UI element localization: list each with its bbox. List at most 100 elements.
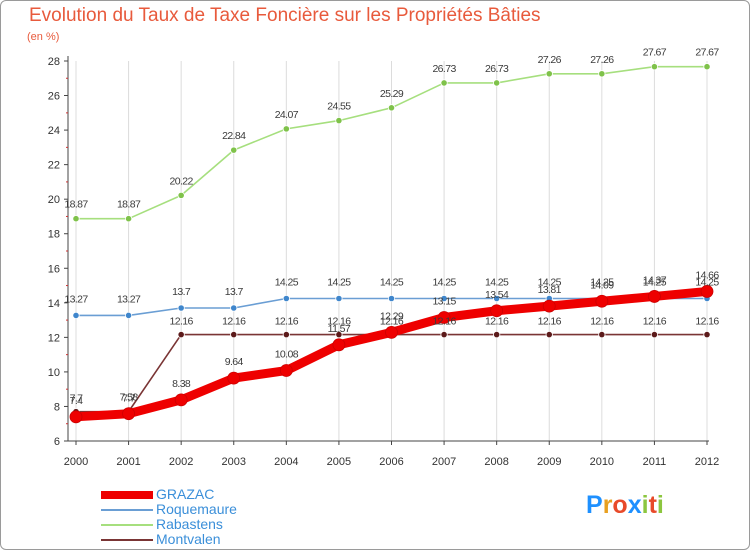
legend-swatch-montvalen [101, 539, 153, 541]
logo-letter: r [602, 491, 613, 519]
data-label-montvalen: 12.16 [485, 316, 509, 328]
y-unit-label: (en %) [27, 31, 60, 43]
x-tick-label: 2001 [116, 456, 140, 468]
data-label-roquemaure: 13.27 [64, 293, 88, 305]
data-point-roquemaure [177, 304, 185, 312]
y-tick-label: 14 [48, 298, 60, 310]
data-label-rabastens: 18.87 [117, 199, 141, 211]
data-label-roquemaure: 14.25 [380, 277, 404, 289]
data-label-grazac: 9.64 [225, 356, 244, 368]
data-point-rabastens [493, 79, 501, 87]
data-label-roquemaure: 14.25 [695, 277, 719, 289]
data-label-grazac: 10.08 [275, 349, 299, 361]
data-label-montvalen: 7.7 [70, 393, 84, 405]
data-point-rabastens [703, 63, 711, 71]
data-point-roquemaure [124, 311, 133, 320]
data-label-montvalen: 12.16 [695, 316, 719, 328]
data-point-roquemaure [440, 294, 448, 303]
data-label-roquemaure: 14.25 [485, 277, 509, 289]
data-point-montvalen [650, 330, 659, 339]
legend-item-rabastens: Rabastens [101, 516, 361, 533]
data-point-grazac [490, 304, 504, 318]
legend-item-grazac: GRAZAC [101, 486, 361, 503]
data-label-rabastens: 26.73 [485, 63, 509, 75]
data-point-roquemaure [335, 294, 343, 303]
data-point-rabastens [650, 63, 659, 71]
data-point-montvalen [703, 330, 711, 339]
data-point-rabastens [72, 215, 80, 223]
data-point-montvalen [335, 330, 343, 339]
y-tick-label: 8 [54, 401, 60, 413]
y-tick-label: 24 [48, 125, 60, 137]
logo-letter: P [586, 491, 603, 519]
data-point-rabastens [177, 191, 185, 199]
data-point-rabastens [335, 116, 343, 125]
legend-swatch-grazac [101, 491, 153, 499]
data-label-roquemaure: 14.25 [643, 277, 667, 289]
y-tick-label: 28 [48, 56, 60, 68]
data-point-montvalen [598, 330, 606, 339]
logo-letter: o [612, 491, 628, 519]
data-label-grazac: 7.58 [120, 392, 139, 404]
data-label-grazac: 13.81 [538, 284, 562, 296]
data-label-roquemaure: 14.25 [590, 277, 614, 289]
data-label-rabastens: 27.26 [538, 54, 562, 66]
legend-label-montvalen: Montvalen [156, 531, 221, 547]
data-point-montvalen [493, 330, 501, 339]
y-tick-label: 16 [48, 263, 60, 275]
data-label-grazac: 12.29 [380, 310, 404, 322]
legend-swatch-rabastens [101, 524, 153, 526]
x-tick-label: 2004 [274, 456, 298, 468]
data-point-grazac [385, 325, 398, 339]
data-point-grazac [279, 364, 293, 377]
data-point-rabastens [124, 215, 133, 223]
data-point-grazac [648, 290, 661, 303]
legend-item-roquemaure: Roquemaure [101, 501, 361, 518]
data-label-grazac: 13.54 [485, 289, 509, 301]
data-label-rabastens: 25.29 [380, 88, 404, 100]
y-tick-label: 6 [54, 436, 60, 448]
data-point-roquemaure [282, 294, 290, 303]
x-tick-label: 2002 [169, 456, 193, 468]
data-label-grazac: 11.57 [328, 323, 351, 335]
x-tick-label: 2008 [484, 456, 508, 468]
x-tick-label: 2000 [64, 456, 88, 468]
data-point-grazac [69, 410, 83, 424]
y-tick-label: 12 [48, 332, 60, 344]
data-point-rabastens [440, 79, 448, 87]
legend-label-roquemaure: Roquemaure [156, 501, 237, 517]
data-label-montvalen: 12.16 [380, 316, 404, 328]
data-point-grazac [122, 407, 135, 421]
y-tick-label: 18 [48, 229, 60, 241]
data-label-roquemaure: 14.25 [275, 277, 299, 289]
data-label-rabastens: 18.87 [64, 199, 88, 211]
data-label-montvalen: 12.16 [590, 316, 614, 328]
data-point-rabastens [545, 70, 553, 78]
data-point-grazac [227, 371, 241, 385]
logo-letter: x [627, 491, 642, 519]
data-label-montvalen: 12.16 [170, 316, 194, 328]
x-tick-label: 2010 [590, 456, 614, 468]
data-point-grazac [542, 299, 556, 313]
data-label-roquemaure: 14.25 [432, 277, 456, 289]
legend-label-grazac: GRAZAC [156, 486, 215, 502]
y-tick-label: 10 [48, 367, 60, 379]
data-label-grazac: 14.37 [643, 274, 667, 286]
data-label-grazac: 14.09 [590, 279, 614, 291]
logo-letter: i [656, 491, 664, 519]
data-point-rabastens [230, 146, 238, 154]
x-tick-label: 2003 [222, 456, 246, 468]
data-point-grazac [595, 294, 609, 308]
data-point-rabastens [282, 125, 290, 133]
data-label-roquemaure: 13.27 [117, 293, 141, 305]
x-tick-label: 2005 [327, 456, 351, 468]
y-tick-label: 26 [48, 91, 60, 103]
data-label-rabastens: 27.67 [695, 47, 719, 59]
data-label-rabastens: 24.07 [275, 109, 299, 121]
y-tick-label: 22 [48, 160, 60, 172]
data-label-roquemaure: 14.25 [327, 277, 351, 289]
data-point-grazac [437, 311, 451, 324]
data-label-roquemaure: 14.25 [538, 277, 562, 289]
